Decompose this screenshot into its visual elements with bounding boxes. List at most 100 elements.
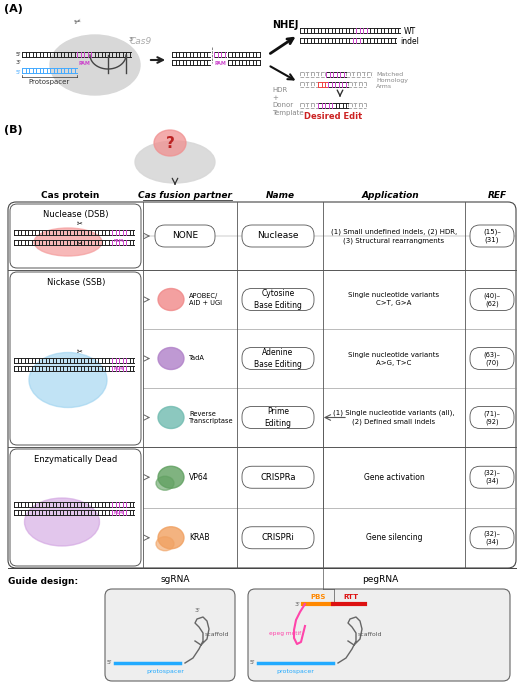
Text: (15)–
(31): (15)– (31) — [483, 228, 501, 244]
Text: indel: indel — [400, 36, 419, 46]
Text: CRISPRa: CRISPRa — [260, 473, 296, 482]
Text: Adenine
Base Editing: Adenine Base Editing — [254, 348, 302, 369]
FancyBboxPatch shape — [242, 289, 314, 311]
Text: Cas fusion partner: Cas fusion partner — [138, 191, 232, 200]
Text: RTT: RTT — [343, 594, 359, 600]
Ellipse shape — [156, 537, 174, 551]
Text: Guide design:: Guide design: — [8, 577, 78, 586]
Text: pegRNA: pegRNA — [362, 575, 398, 584]
Text: Cas9: Cas9 — [130, 38, 152, 47]
Text: REF: REF — [487, 191, 506, 200]
Text: Cas protein: Cas protein — [41, 191, 99, 200]
Text: ✂: ✂ — [77, 241, 83, 247]
Text: CRISPRi: CRISPRi — [262, 534, 294, 542]
FancyBboxPatch shape — [155, 225, 215, 247]
Text: 5': 5' — [16, 53, 22, 57]
Ellipse shape — [158, 289, 184, 311]
Text: protospacer: protospacer — [276, 669, 314, 674]
Text: Gene activation: Gene activation — [363, 473, 424, 482]
Ellipse shape — [158, 406, 184, 428]
Text: WT: WT — [404, 27, 416, 36]
FancyBboxPatch shape — [248, 589, 510, 681]
Text: 5': 5' — [249, 661, 255, 666]
Text: Single nucleotide variants
A>G, T>C: Single nucleotide variants A>G, T>C — [348, 352, 439, 365]
FancyBboxPatch shape — [470, 406, 514, 428]
Text: Matched
Homology
Arms: Matched Homology Arms — [376, 72, 408, 90]
Text: (63)–
(70): (63)– (70) — [484, 352, 500, 366]
Text: epeg motif: epeg motif — [269, 631, 301, 637]
Text: Nuclease (DSB): Nuclease (DSB) — [43, 210, 109, 219]
Text: protospacer: protospacer — [146, 669, 184, 674]
Text: Single nucleotide variants
C>T, G>A: Single nucleotide variants C>T, G>A — [348, 293, 439, 306]
FancyBboxPatch shape — [10, 272, 141, 445]
FancyBboxPatch shape — [8, 202, 516, 568]
Ellipse shape — [29, 352, 107, 408]
FancyBboxPatch shape — [242, 466, 314, 488]
Text: HDR
+
Donor
Template: HDR + Donor Template — [272, 87, 304, 116]
Ellipse shape — [154, 130, 186, 156]
FancyBboxPatch shape — [10, 204, 141, 268]
Text: (32)–
(34): (32)– (34) — [484, 531, 500, 545]
Text: sgRNA: sgRNA — [160, 575, 190, 584]
Text: VP64: VP64 — [189, 473, 209, 482]
Text: Name: Name — [265, 191, 294, 200]
FancyBboxPatch shape — [242, 225, 314, 247]
Text: (40)–
(62): (40)– (62) — [484, 292, 501, 306]
FancyBboxPatch shape — [470, 289, 514, 311]
Text: 3': 3' — [129, 37, 135, 42]
FancyBboxPatch shape — [470, 527, 514, 549]
FancyBboxPatch shape — [242, 347, 314, 369]
Text: PAM: PAM — [114, 239, 124, 243]
Text: (1) Single nucleotide variants (all),
(2) Defined small indels: (1) Single nucleotide variants (all), (2… — [333, 410, 455, 425]
Text: ✂: ✂ — [73, 16, 83, 27]
Text: Application: Application — [361, 191, 419, 200]
Ellipse shape — [156, 476, 174, 490]
Text: 3': 3' — [194, 608, 200, 613]
Text: 5': 5' — [106, 661, 112, 666]
Text: 5': 5' — [16, 70, 22, 75]
Text: Reverse
Transcriptase: Reverse Transcriptase — [189, 411, 233, 424]
Text: PAM: PAM — [114, 367, 124, 371]
FancyBboxPatch shape — [470, 347, 514, 369]
Text: Enzymatically Dead: Enzymatically Dead — [34, 455, 118, 464]
Text: PBS: PBS — [310, 594, 326, 600]
Text: PAM: PAM — [78, 61, 90, 66]
Text: (B): (B) — [4, 125, 23, 135]
Text: Nickase (SSB): Nickase (SSB) — [47, 278, 105, 287]
Text: ?: ? — [165, 135, 174, 150]
FancyBboxPatch shape — [10, 449, 141, 566]
Text: TadA: TadA — [189, 356, 205, 362]
Text: PAM: PAM — [214, 61, 226, 66]
Text: 3': 3' — [294, 601, 300, 607]
FancyBboxPatch shape — [470, 225, 514, 247]
Ellipse shape — [158, 527, 184, 549]
Text: (1) Small undefined indels, (2) HDR,
(3) Structural rearrangments: (1) Small undefined indels, (2) HDR, (3)… — [331, 228, 457, 244]
FancyBboxPatch shape — [105, 589, 235, 681]
Ellipse shape — [135, 141, 215, 183]
Text: (32)–
(34): (32)– (34) — [484, 470, 500, 484]
Text: (A): (A) — [4, 4, 23, 14]
Text: APOBEC/
AID + UGI: APOBEC/ AID + UGI — [189, 293, 222, 306]
Text: KRAB: KRAB — [189, 534, 210, 542]
Text: (71)–
(92): (71)– (92) — [484, 410, 500, 425]
Text: Gene silencing: Gene silencing — [366, 534, 422, 542]
Text: ✂: ✂ — [77, 221, 83, 227]
Text: 3': 3' — [16, 60, 22, 64]
Text: Nuclease: Nuclease — [257, 231, 299, 241]
FancyBboxPatch shape — [470, 466, 514, 488]
FancyBboxPatch shape — [242, 527, 314, 549]
Text: ✂: ✂ — [77, 349, 83, 355]
Text: NONE: NONE — [172, 231, 198, 241]
Text: Desired Edit: Desired Edit — [304, 112, 362, 121]
Ellipse shape — [34, 228, 102, 256]
Text: scaffold: scaffold — [205, 633, 229, 637]
Ellipse shape — [158, 347, 184, 369]
Text: NHEJ: NHEJ — [272, 20, 298, 30]
Ellipse shape — [158, 466, 184, 488]
Ellipse shape — [50, 35, 140, 95]
FancyBboxPatch shape — [242, 406, 314, 428]
Ellipse shape — [24, 498, 99, 546]
Text: Cytosine
Base Editing: Cytosine Base Editing — [254, 289, 302, 310]
Text: PAM: PAM — [114, 511, 124, 515]
Text: Protospacer: Protospacer — [29, 79, 70, 85]
